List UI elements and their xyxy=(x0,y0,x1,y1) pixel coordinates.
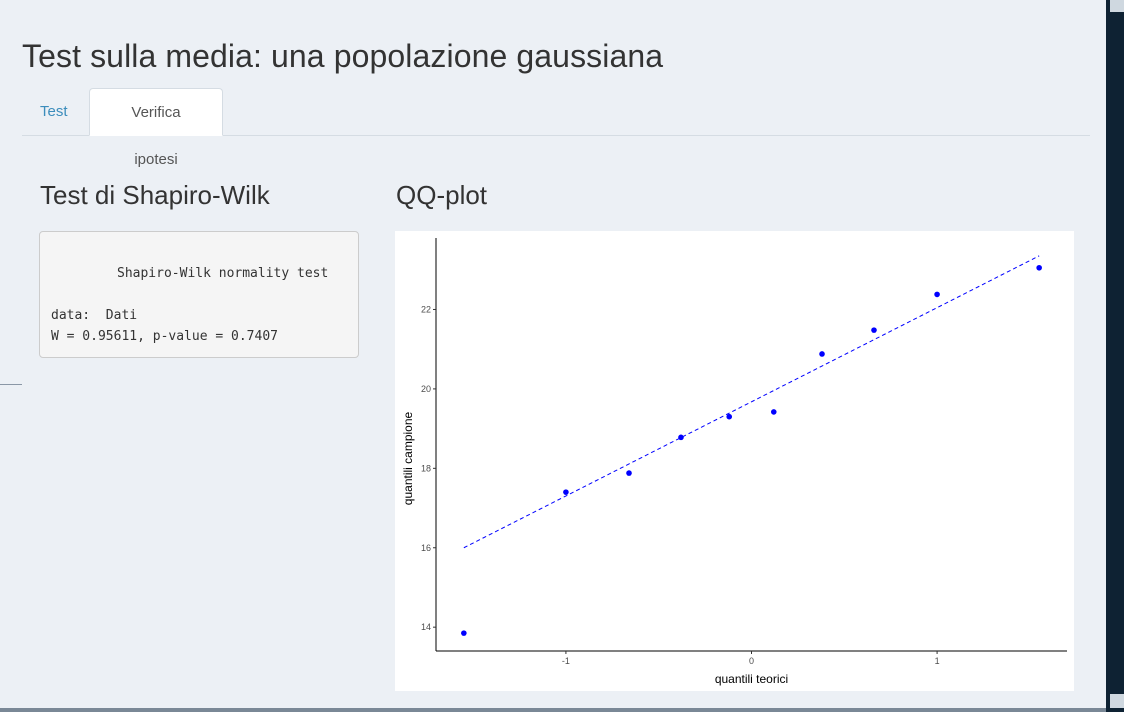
qq-point xyxy=(871,327,877,333)
qq-point xyxy=(770,409,777,415)
output-line-result: W = 0.95611, p-value = 0.7407 xyxy=(51,329,278,344)
qq-plot: 14 16 18 20 22 -1 0 1 quantili teorici quantili c… xyxy=(395,231,1074,691)
scroll-corner xyxy=(1110,694,1124,708)
qq-reference-line xyxy=(463,255,1040,549)
y-axis-title: quantili campione xyxy=(401,411,415,505)
qq-point xyxy=(626,470,632,476)
shapiro-output: Shapiro-Wilk normality test data: Dati W… xyxy=(39,231,359,358)
qq-point xyxy=(461,630,467,636)
qq-point xyxy=(726,413,733,420)
x-tick-label: 0 xyxy=(749,656,754,666)
x-axis-title: quantili teorici xyxy=(715,672,788,686)
shapiro-section-title: Test di Shapiro-Wilk xyxy=(40,180,270,210)
qq-point xyxy=(563,489,569,495)
qq-point xyxy=(819,351,825,357)
qq-point xyxy=(1036,264,1042,271)
tab-verifica-ipotesi[interactable]: Verifica ipotesi xyxy=(89,88,223,168)
qq-point xyxy=(934,291,940,298)
qq-point xyxy=(678,434,684,441)
tab-test[interactable]: Test xyxy=(40,103,68,120)
scroll-arrow-icon[interactable] xyxy=(1110,0,1124,12)
qqplot-section-title: QQ-plot xyxy=(396,180,488,210)
output-line-data: data: Dati xyxy=(51,308,138,323)
output-line-header: Shapiro-Wilk normality test xyxy=(117,266,329,281)
tab-bar: Test Verifica ipotesi xyxy=(22,88,1090,168)
page-title: Test sulla media: una popolazione gaussi… xyxy=(22,38,664,74)
x-tick-label: -1 xyxy=(562,656,570,666)
qq-plot-svg: 14 16 18 20 22 -1 0 1 quantili teorici quantili c… xyxy=(401,238,1067,686)
window-edge xyxy=(1106,0,1124,712)
y-tick-label: 14 xyxy=(421,622,431,632)
divider xyxy=(0,384,22,385)
y-tick-label: 22 xyxy=(421,304,431,314)
y-tick-label: 18 xyxy=(421,463,431,473)
y-tick-label: 16 xyxy=(421,543,431,553)
x-tick-label: 1 xyxy=(935,656,940,666)
window-bottom-edge xyxy=(0,708,1106,712)
y-tick-label: 20 xyxy=(421,384,431,394)
